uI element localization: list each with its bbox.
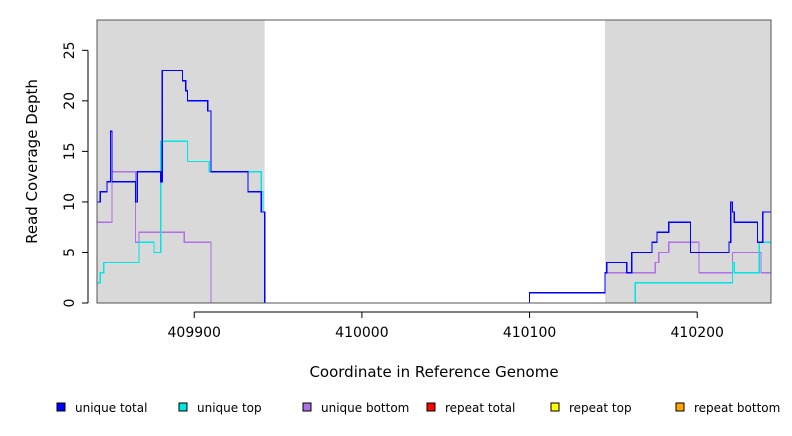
legend-swatch bbox=[178, 402, 188, 412]
legend-label: repeat bottom bbox=[694, 401, 780, 415]
y-tick-label: 5 bbox=[62, 248, 78, 257]
y-axis: 0 5 10 15 20 25 bbox=[62, 41, 89, 308]
legend-swatch bbox=[426, 402, 436, 412]
shaded-region-0 bbox=[97, 20, 265, 303]
legend-item-unique-total: unique total bbox=[56, 401, 147, 415]
y-tick-label: 25 bbox=[62, 41, 78, 59]
legend-swatch bbox=[550, 402, 560, 412]
x-axis-label: Coordinate in Reference Genome bbox=[309, 363, 558, 381]
legend-swatch bbox=[302, 402, 312, 412]
legend: unique total unique top unique bottom repea… bbox=[56, 401, 780, 415]
legend-item-repeat-total: repeat total bbox=[426, 401, 515, 415]
legend-item-repeat-bottom: repeat bottom bbox=[675, 401, 780, 415]
x-tick-label: 410000 bbox=[335, 325, 388, 341]
series-line-unique-total bbox=[97, 69, 771, 304]
y-axis-label: Read Coverage Depth bbox=[23, 79, 41, 244]
y-tick-label: 20 bbox=[62, 92, 78, 110]
plot-frame bbox=[96, 19, 772, 304]
legend-label: repeat total bbox=[445, 401, 515, 415]
legend-swatch bbox=[56, 402, 66, 412]
series-line-unique-top bbox=[97, 140, 771, 304]
legend-item-unique-top: unique top bbox=[178, 401, 262, 415]
y-tick-label: 0 bbox=[62, 299, 78, 308]
legend-swatch bbox=[675, 402, 685, 412]
x-tick-label: 410200 bbox=[671, 325, 724, 341]
shaded-region-1 bbox=[605, 20, 771, 303]
legend-item-unique-bottom: unique bottom bbox=[302, 401, 409, 415]
legend-label: repeat top bbox=[569, 401, 632, 415]
legend-label: unique bottom bbox=[321, 401, 409, 415]
y-tick-label: 10 bbox=[62, 193, 78, 211]
x-tick-label: 409900 bbox=[168, 325, 221, 341]
legend-label: unique top bbox=[197, 401, 262, 415]
x-tick-label: 410100 bbox=[503, 325, 556, 341]
legend-label: unique total bbox=[75, 401, 147, 415]
x-axis: 409900 410000 410100 410200 bbox=[168, 311, 724, 341]
shaded-regions bbox=[97, 20, 771, 303]
legend-item-repeat-top: repeat top bbox=[550, 401, 632, 415]
y-tick-label: 15 bbox=[62, 142, 78, 160]
